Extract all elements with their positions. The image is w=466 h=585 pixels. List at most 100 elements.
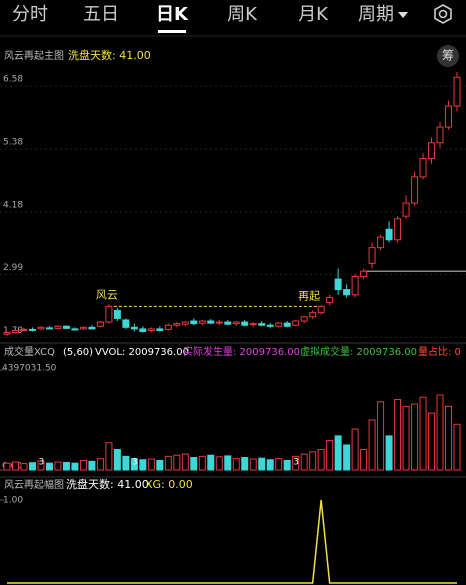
- y-tick-label: 6.58: [3, 75, 23, 85]
- volume-bar: [300, 453, 308, 471]
- candle-body: [445, 105, 453, 128]
- volume-header: VVOL: 2009736.00: [95, 347, 189, 358]
- tab[interactable]: 周K: [227, 4, 258, 25]
- candle-body: [45, 327, 53, 330]
- volume-bar: [258, 457, 266, 471]
- volume-bar: [309, 451, 317, 471]
- annotation: 风云: [96, 288, 118, 301]
- tab-underline: [158, 30, 186, 33]
- volume-bar: [79, 459, 87, 471]
- volume-header: (5,60): [63, 347, 93, 358]
- indicator-name: 风云再起幅图: [4, 478, 64, 491]
- chip-button-bg[interactable]: [437, 45, 459, 67]
- settings-icon[interactable]: [434, 4, 452, 24]
- volume-bar: [368, 419, 376, 471]
- volume-bar: [28, 462, 36, 471]
- candle-body: [20, 328, 28, 331]
- candle-body: [164, 324, 172, 330]
- volume-bar: [249, 458, 257, 471]
- candle-body: [62, 325, 70, 329]
- volume-bar: [139, 459, 147, 471]
- volume-bar: [147, 458, 155, 471]
- indicator-label: 洗盘天数: 41.00: [66, 477, 149, 491]
- chip-button[interactable]: 筹: [442, 49, 454, 63]
- volume-bar: [173, 454, 181, 471]
- volume-bar: [292, 455, 300, 471]
- volume-bar: [20, 463, 28, 471]
- volume-bar: [385, 435, 393, 471]
- volume-bar: [105, 442, 113, 471]
- candle-body: [54, 325, 62, 329]
- candle-body: [207, 320, 215, 324]
- y-tick-label: 4.18: [3, 200, 23, 210]
- volume-mark: 3: [293, 458, 299, 468]
- candle-body: [181, 321, 189, 325]
- volume-bar: [71, 462, 79, 471]
- indicator-name: 风云再起主图: [4, 50, 64, 62]
- volume-bar: [436, 394, 444, 471]
- candle-body: [300, 316, 308, 322]
- candle-body: [241, 321, 249, 326]
- candle-body: [309, 312, 317, 318]
- volume-bar: [130, 458, 138, 471]
- candle-body: [113, 310, 121, 319]
- volume-bar: [343, 444, 351, 471]
- volume-bar: [96, 458, 104, 471]
- volume-bar: [37, 460, 45, 471]
- candle-body: [190, 320, 198, 325]
- volume-bar: [334, 435, 342, 471]
- candle-body: [258, 323, 266, 326]
- candle-body: [283, 322, 291, 327]
- volume-bar: [62, 461, 70, 471]
- candle-body: [385, 228, 393, 241]
- tab[interactable]: 日K: [156, 4, 189, 25]
- volume-bar: [411, 403, 419, 471]
- candle-body: [71, 328, 79, 331]
- annotation: 再起: [298, 289, 320, 302]
- volume-bar: [241, 456, 249, 471]
- candle-body: [215, 321, 223, 324]
- tab[interactable]: 月K: [298, 4, 329, 25]
- volume-header: 成交量XCQ: [4, 345, 55, 358]
- volume-bar: [453, 423, 461, 471]
- tab[interactable]: 分时: [12, 4, 48, 25]
- candle-body: [122, 319, 130, 328]
- volume-bar: [156, 459, 164, 471]
- candle-body: [249, 323, 257, 326]
- volume-bar: [394, 398, 402, 471]
- candle-body: [224, 321, 232, 325]
- candle-body: [428, 142, 436, 160]
- indicator-label: 洗盘天数: 41.00: [68, 48, 151, 62]
- candle-body: [368, 247, 376, 264]
- candle-body: [351, 275, 359, 296]
- tab[interactable]: 周期: [358, 4, 394, 25]
- volume-bar: [445, 405, 453, 471]
- indicator-label: XG: 0.00: [145, 478, 193, 491]
- volume-bar: [428, 412, 436, 471]
- candle-body: [139, 328, 147, 333]
- candle-body: [292, 320, 300, 326]
- tab[interactable]: 五日: [83, 4, 119, 25]
- volume-mark: 3: [38, 458, 44, 468]
- candle-body: [173, 323, 181, 326]
- volume-bar: [207, 454, 215, 471]
- volume-bar: [351, 428, 359, 471]
- volume-bar: [88, 460, 96, 471]
- candle-body: [147, 328, 155, 331]
- candle-body: [326, 296, 334, 304]
- candle-body: [79, 326, 87, 330]
- volume-bar: [54, 461, 62, 471]
- candle-body: [88, 326, 96, 330]
- candle-body: [130, 326, 138, 330]
- candle-body: [11, 329, 19, 334]
- candle-body: [343, 289, 351, 296]
- candle-body: [411, 176, 419, 204]
- volume-bar: [198, 455, 206, 471]
- volume-bar: [232, 458, 240, 471]
- volume-bar: [113, 449, 121, 471]
- volume-bar: [275, 458, 283, 471]
- dropdown-arrow[interactable]: [398, 12, 408, 18]
- y-tick-label: 4397031.50: [2, 364, 57, 374]
